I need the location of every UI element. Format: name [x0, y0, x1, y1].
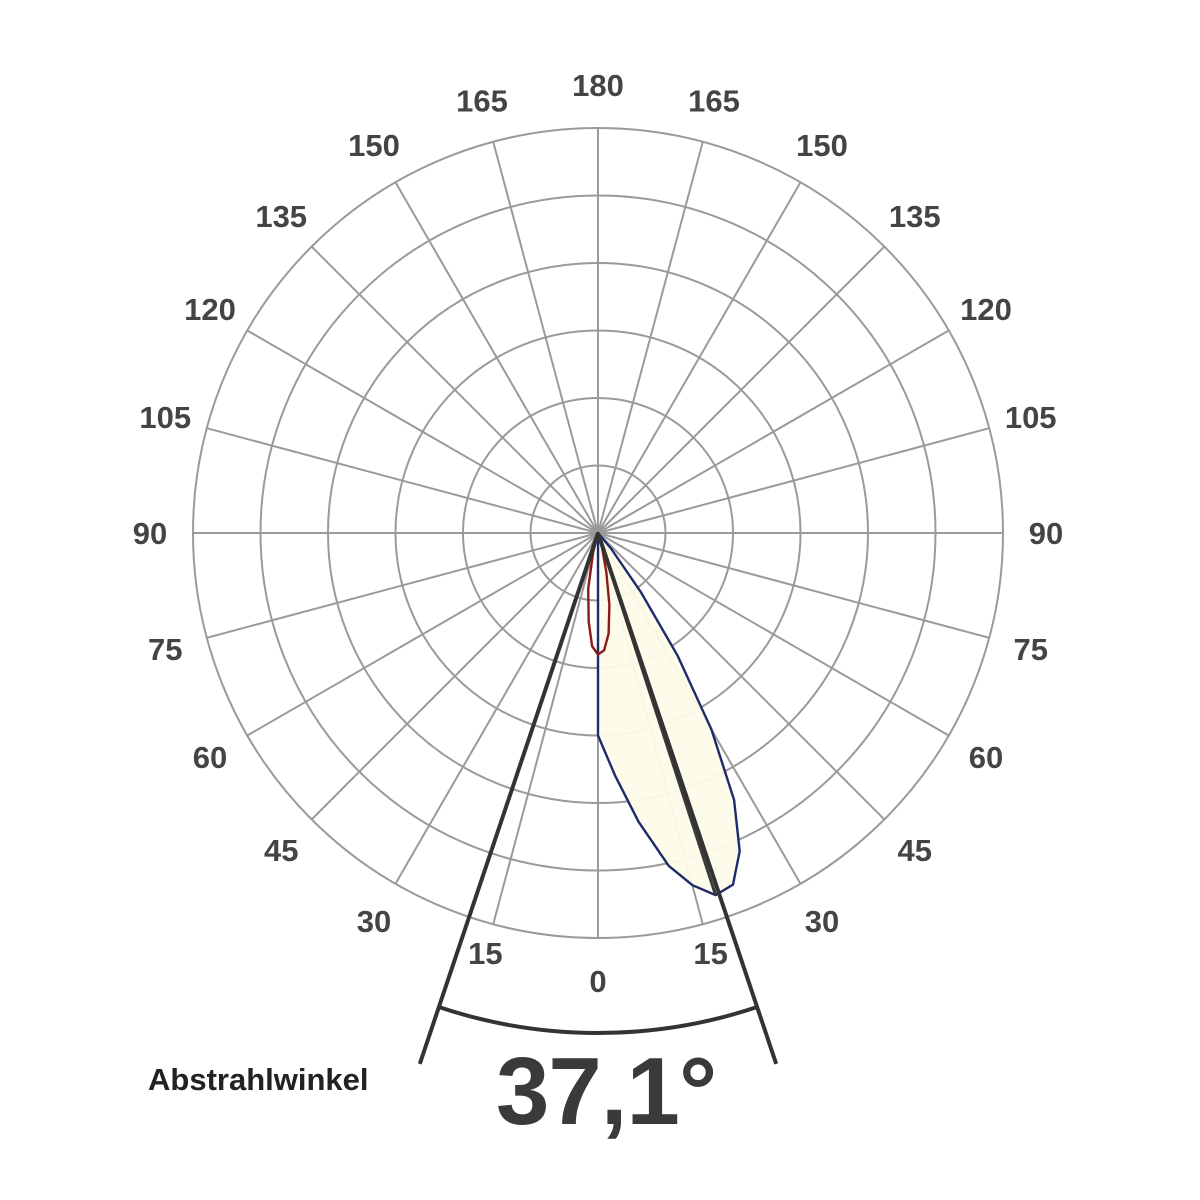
grid-spoke	[246, 532, 599, 737]
angle-tick-label: 120	[184, 292, 236, 327]
polar-grid	[192, 127, 1004, 939]
angle-tick-label: 45	[898, 833, 932, 868]
grid-spoke	[597, 532, 886, 821]
angle-tick-label: 135	[255, 199, 307, 234]
angle-tick-label: 105	[1005, 400, 1057, 435]
beam-angle-arc	[438, 1005, 758, 1035]
grid-spoke	[206, 532, 599, 639]
angle-tick-label: 90	[133, 516, 167, 551]
beam-angle-label: Abstrahlwinkel	[148, 1062, 369, 1097]
angle-tick-label: 135	[889, 199, 941, 234]
grid-spoke	[492, 532, 599, 925]
angle-tick-label: 0	[589, 964, 606, 999]
grid-spoke	[597, 141, 704, 534]
beam-edge-left	[417, 532, 600, 1065]
angle-tick-label: 15	[693, 936, 727, 971]
angle-tick-label: 165	[456, 83, 508, 118]
grid-spoke	[597, 329, 950, 534]
angle-tick-label: 30	[805, 904, 839, 939]
beam-angle-value: 37,1°	[496, 1038, 717, 1145]
grid-spoke	[597, 427, 990, 534]
angle-tick-label: 165	[688, 83, 740, 118]
grid-spoke	[597, 532, 990, 639]
grid-spoke	[246, 329, 599, 534]
angle-tick-label: 90	[1029, 516, 1063, 551]
angle-tick-label: 60	[193, 740, 227, 775]
beam-angle-marker	[417, 532, 779, 1065]
angle-tick-label: 150	[348, 128, 400, 163]
grid-spoke	[492, 141, 599, 534]
angle-tick-label: 120	[960, 292, 1012, 327]
grid-spoke	[206, 427, 599, 534]
angle-tick-label: 75	[1013, 632, 1047, 667]
angle-tick-label: 30	[357, 904, 391, 939]
intensity-curves	[587, 531, 741, 897]
angle-tick-label: 75	[148, 632, 182, 667]
angle-tick-labels: 180 1651651501501351351201201051059090757…	[133, 68, 1063, 999]
angle-tick-label: 150	[796, 128, 848, 163]
grid-spoke	[394, 532, 599, 885]
c0-c180-curve	[596, 531, 741, 897]
grid-spoke	[597, 532, 950, 737]
grid-spoke	[394, 181, 599, 534]
angle-tick-label: 105	[139, 400, 191, 435]
grid-spoke	[310, 532, 599, 821]
angle-tick-label: 60	[969, 740, 1003, 775]
grid-spoke	[310, 245, 599, 534]
angle-tick-label: 180	[572, 68, 624, 103]
grid-spoke	[597, 181, 802, 534]
beam-edge-right	[596, 532, 779, 1065]
angle-tick-label: 15	[468, 936, 502, 971]
angle-tick-label: 45	[264, 833, 298, 868]
grid-spoke	[597, 245, 886, 534]
c90-c270-curve	[587, 531, 611, 656]
